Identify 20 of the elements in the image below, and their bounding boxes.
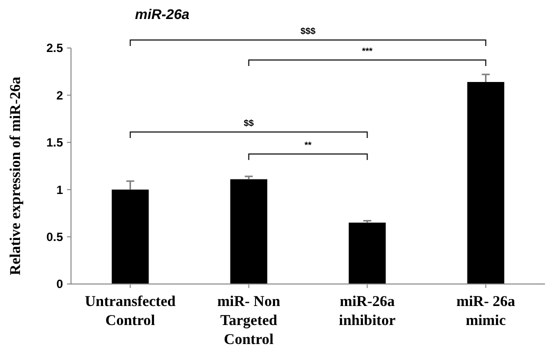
x-tick-label: miR- 26a mimic	[456, 294, 516, 329]
bar	[230, 179, 268, 284]
annotation: ***	[362, 46, 373, 56]
y-tick-label: 1	[56, 182, 64, 197]
y-tick-label: 1.5	[46, 136, 64, 150]
x-tick-label: Untransfected Control	[84, 294, 176, 329]
bar	[112, 190, 149, 284]
x-tick-label: miR- Non Targeted Control	[217, 294, 281, 348]
text: $$$	[300, 26, 316, 36]
bar	[467, 82, 504, 284]
x-tick-label: miR-26a inhibitor	[338, 294, 396, 329]
chart-title: miR-26a	[135, 6, 190, 22]
y-tick-label: 0	[56, 277, 64, 292]
annotation: **	[304, 140, 312, 150]
annotation: $$	[244, 118, 254, 128]
y-axis-title: Relative expression of miR-26a	[8, 76, 24, 276]
y-tick-label: 2.5	[46, 41, 64, 56]
y-tick-label: 2	[56, 88, 64, 102]
y-tick-label: 0.5	[46, 230, 64, 244]
bar	[348, 222, 386, 284]
